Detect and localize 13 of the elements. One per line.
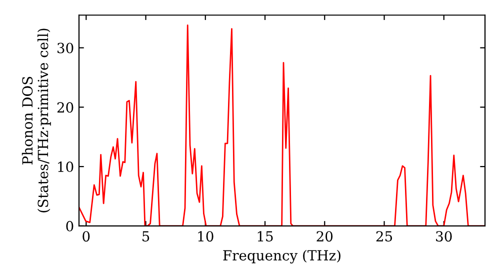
- y-tick-label: 10: [58, 162, 74, 172]
- y-tick-label: 30: [58, 42, 74, 54]
- x-tick-label: 10: [198, 231, 214, 242]
- x-axis-title: Frequency (THz): [223, 250, 340, 264]
- y-tick-label: 0: [66, 220, 74, 232]
- x-tick-label: 5: [142, 231, 150, 242]
- y-tick-label: 20: [57, 102, 74, 113]
- x-tick-label: 25: [376, 231, 392, 242]
- x-tick-label: 0: [82, 231, 90, 242]
- x-tick-label: 20: [316, 231, 333, 242]
- x-tick-label: 15: [258, 231, 273, 242]
- y-axis-title: Phonon DOS (States/THz·primitive cell): [22, 28, 51, 212]
- x-tick-label: 30: [436, 231, 452, 242]
